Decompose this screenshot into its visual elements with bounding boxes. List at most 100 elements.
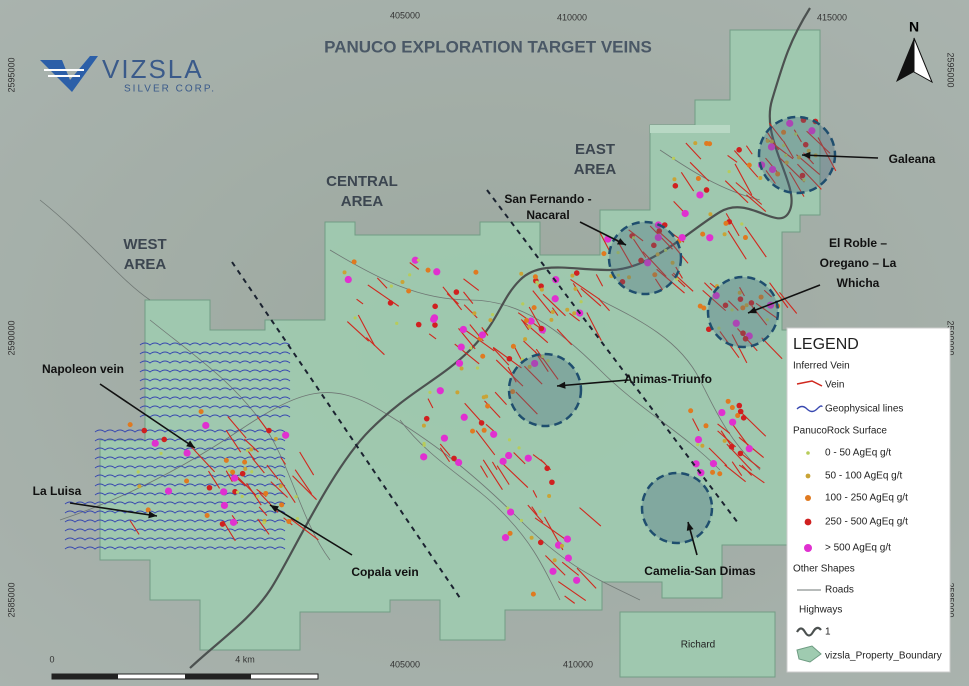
sample-dot: [164, 487, 173, 495]
vein: [738, 464, 765, 484]
sample-dot: [451, 455, 457, 462]
sample-dot: [616, 250, 620, 255]
geophysical-line: [64, 528, 286, 532]
sample-dot: [223, 457, 229, 463]
legend: LEGEND Inferred Vein Vein Geophysical li…: [786, 327, 951, 673]
divider: [231, 261, 461, 599]
north-label: N: [909, 19, 919, 35]
target-label: Oregano – La: [820, 256, 897, 270]
sample-dot: [767, 143, 776, 151]
sample-dot: [700, 231, 706, 237]
vein: [535, 348, 559, 380]
vein: [768, 122, 784, 142]
logo-stripes: [44, 69, 84, 77]
sample-dot: [470, 428, 476, 434]
legend-box: [786, 327, 951, 673]
sample-dot: [775, 171, 781, 177]
geophysical-line: [64, 501, 286, 505]
sample-dot: [389, 284, 393, 288]
vein: [495, 359, 524, 387]
vein: [208, 470, 221, 489]
sample-dot: [532, 274, 538, 280]
sample-dot: [490, 430, 498, 438]
sample-dot: [727, 169, 731, 174]
scale-bar-seg: [52, 674, 118, 679]
sample-dot: [266, 427, 272, 434]
vein: [579, 507, 602, 527]
sample-dot: [507, 438, 512, 442]
sample-dot: [740, 330, 746, 337]
sample-dot: [672, 183, 679, 189]
sample-dot: [499, 457, 507, 465]
vein: [463, 291, 474, 304]
geophysical-line: [139, 351, 291, 355]
sample-dot: [344, 275, 352, 284]
sample-dot: [204, 512, 210, 518]
vein: [376, 277, 388, 289]
target-circle: [507, 352, 583, 428]
sample-dot: [184, 478, 190, 484]
sample-dot: [672, 177, 677, 182]
northing-label: 2585000: [946, 582, 956, 617]
sample-dot: [709, 460, 718, 468]
vein: [580, 288, 602, 307]
sample-dot: [505, 451, 513, 460]
vein: [545, 555, 566, 576]
sample-dot: [469, 346, 473, 350]
vein: [724, 464, 746, 483]
sample-dot: [729, 405, 735, 411]
vein: [654, 278, 664, 291]
sample-dot: [250, 470, 254, 474]
sample-dot: [263, 490, 269, 496]
target-label: La Luisa: [33, 484, 82, 498]
sample-dot: [242, 459, 248, 465]
sample-dot: [145, 507, 151, 513]
sample-dot: [737, 290, 742, 295]
sample-dot: [573, 270, 580, 276]
vein: [564, 595, 576, 604]
vein: [702, 289, 727, 312]
vein: [520, 319, 549, 344]
sample-dot: [455, 390, 460, 395]
vein: [551, 307, 559, 316]
sample-dot: [416, 258, 420, 262]
sample-dot: [432, 303, 438, 310]
sample-dot: [481, 427, 487, 433]
vein: [357, 314, 376, 346]
rock-samples: [127, 117, 819, 597]
sample-dot: [523, 337, 528, 342]
arrow-shaft: [747, 284, 821, 314]
vein: [496, 465, 510, 485]
geophysical-line: [139, 342, 291, 346]
vein: [270, 481, 288, 498]
sample-dot: [671, 156, 676, 160]
target-label: Napoleon vein: [42, 362, 124, 376]
target-circles: [507, 115, 837, 545]
sample-dot: [729, 418, 737, 426]
sample-dot: [161, 436, 168, 443]
sample-dot: [784, 160, 789, 165]
road: [399, 419, 561, 601]
easting-label: 410000: [557, 12, 587, 22]
sample-dot: [748, 300, 755, 306]
sample-dot: [802, 178, 806, 182]
vein: [642, 251, 667, 277]
vein: [428, 333, 437, 340]
easting-label: 405000: [390, 659, 420, 669]
sample-dot: [220, 488, 228, 496]
sample-dot: [656, 228, 663, 234]
vein: [817, 137, 837, 172]
vein: [492, 347, 510, 366]
vein: [225, 429, 242, 453]
legend-item: 250 - 500 AgEq g/t: [825, 517, 908, 528]
vein: [659, 232, 674, 246]
vein: [782, 140, 794, 159]
scale-label: 0: [49, 654, 54, 664]
vein: [727, 155, 738, 163]
vein: [739, 287, 745, 297]
geophysical-line: [139, 387, 291, 391]
geophysical-lines: [64, 342, 291, 550]
road: [39, 199, 151, 301]
sample-dot: [415, 321, 422, 328]
vein: [442, 286, 463, 311]
